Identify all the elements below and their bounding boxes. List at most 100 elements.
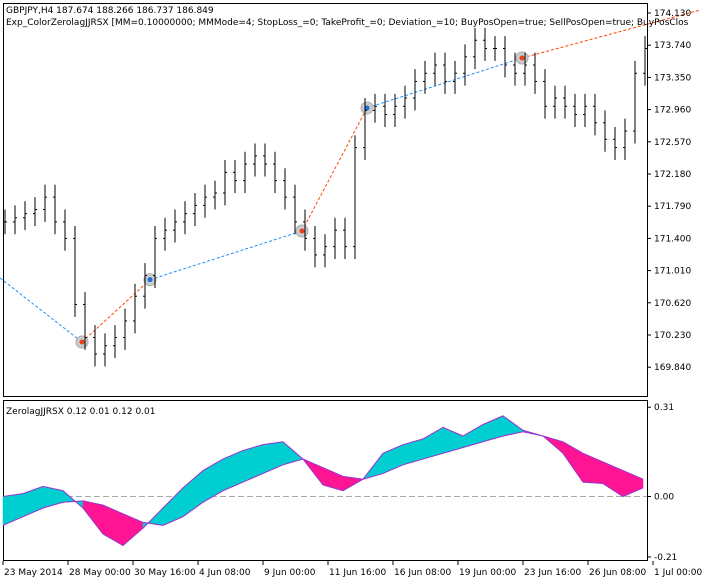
price-bar [403,85,407,119]
price-tick-label: 170.230 [654,331,691,341]
indicator-fill [602,461,624,497]
indicator-fill [162,487,184,526]
price-bar [393,93,397,127]
price-bar [643,36,647,86]
price-bar [343,217,347,260]
price-bar [143,263,147,309]
price-bar [443,52,447,94]
time-tick-label: 26 Jun 08:00 [589,568,646,578]
price-bar [113,325,117,359]
price-tick-label: 171.400 [654,234,691,244]
time-tick-label: 19 Jun 00:00 [459,568,516,578]
price-bar [383,93,387,127]
price-bar [573,93,577,127]
price-bar [513,52,517,86]
price-bar [563,85,567,119]
indicator-tick-label: 0.00 [654,493,674,503]
price-bar [123,308,127,350]
price-bar [543,69,547,119]
price-tick-label: 171.010 [654,267,691,277]
time-tick-label: 16 Jun 08:00 [394,568,451,578]
price-bar [43,184,47,222]
price-bar [203,184,207,218]
price-bar [413,69,417,111]
indicator-tick-label: 0.31 [654,403,674,413]
price-bar [173,209,177,243]
price-bar [303,209,307,251]
price-tick-label: 173.740 [654,41,691,51]
indicator-fill [462,424,484,448]
price-bar [83,292,87,350]
indicator-fill [82,500,104,535]
price-bar [103,333,107,367]
price-tick-label: 174.130 [654,9,691,19]
sell-arrow-icon [519,55,525,61]
time-tick-label: 1 Jul 00:00 [654,568,702,578]
trade-line [301,107,368,232]
trade-line [81,279,151,343]
price-bar [553,85,557,119]
price-bar [283,168,287,210]
price-tick-label: 171.790 [654,202,691,212]
price-bar [373,93,377,123]
price-bar [3,209,7,235]
price-bar [433,52,437,86]
price-tick-label: 172.960 [654,106,691,116]
time-tick-label: 23 May 2014 [4,568,63,578]
buy-arrow-icon [364,105,370,111]
price-bar [193,192,197,227]
price-bars [3,27,647,367]
price-bar [323,234,327,268]
indicator-fill [222,450,244,492]
indicator-fill [322,467,344,492]
time-tick-label: 9 Jun 00:00 [264,568,316,578]
time-tick-label: 28 May 00:00 [69,568,131,578]
price-bar [333,217,337,260]
indicator-fill [242,444,264,483]
price-bar [633,60,637,144]
price-bar [233,159,237,193]
sell-arrow-icon [79,339,85,345]
indicator-fill [502,415,524,437]
time-tick-label: 30 May 16:00 [134,568,196,578]
price-bar [23,201,27,231]
indicator-layer [2,415,647,547]
price-bar [313,226,317,268]
price-bar [463,44,467,86]
main-pane-border [3,3,648,397]
expert-info: Exp_ColorZerolagJJRSX [MM=0.10000000; MM… [6,18,689,28]
price-bar [33,197,37,227]
price-bar [363,98,367,160]
price-bar [593,93,597,136]
price-bar [273,151,277,193]
trades-layer [0,9,701,349]
sell-arrow-icon [299,228,305,234]
price-tick-label: 172.180 [654,170,691,180]
price-bar [523,52,527,86]
price-tick-label: 170.620 [654,299,691,309]
price-bar [613,126,617,160]
axes: 174.130 173.740 173.350 172.960 172.570 172.1… [2,9,702,578]
price-bar [453,60,457,94]
price-bar [63,209,67,251]
price-bar [153,226,157,288]
buy-arrow-icon [147,277,153,283]
trade-line [0,277,83,343]
price-bar [223,159,227,206]
price-bar [503,36,507,78]
price-bar [163,217,167,251]
price-bar [623,118,627,160]
price-bar [583,93,587,127]
price-bar [213,180,217,210]
price-bar [493,36,497,61]
price-bar [263,143,267,177]
price-bar [93,325,97,367]
time-tick-label: 4 Jun 08:00 [199,568,251,578]
price-bar [73,226,77,317]
trade-line [149,230,303,281]
indicator-label: ZerolagJJRSX 0.12 0.01 0.12 0.01 [6,407,155,417]
price-bar [183,201,187,235]
symbol-info: GBPJPY,H4 187.674 188.266 186.737 186.84… [6,6,214,16]
